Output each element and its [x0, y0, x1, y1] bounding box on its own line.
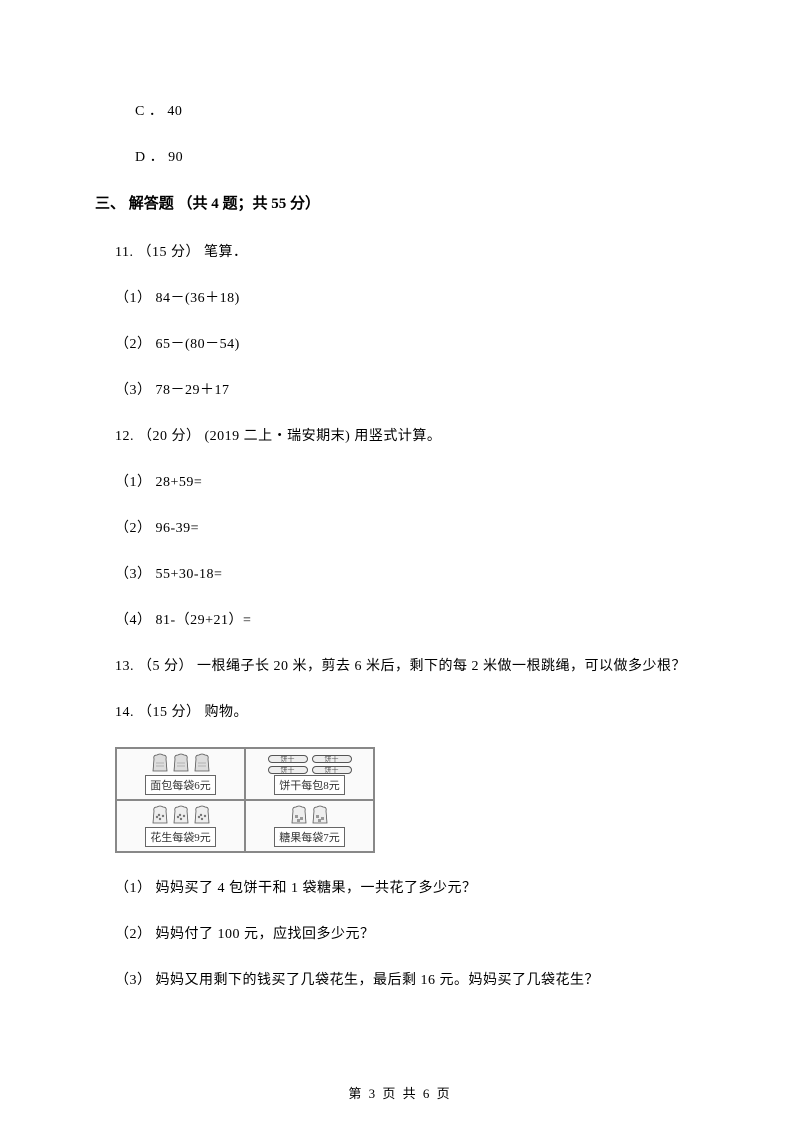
candy-price-label: 糖果每袋7元 [274, 827, 345, 847]
q12-part2: （2） 96-39= [115, 517, 705, 537]
peanut-bag-icon [172, 805, 190, 825]
option-c: C ． 40 [135, 100, 705, 120]
q13-stem: 13. （5 分） 一根绳子长 20 米，剪去 6 米后，剩下的每 2 米做一根… [115, 655, 705, 675]
q11-part2: （2） 65－(80－54) [115, 333, 705, 353]
bread-bag-icon [193, 753, 211, 773]
shop-candy-cell: 糖果每袋7元 [246, 801, 373, 851]
biscuit-icon: 饼干 [268, 766, 308, 774]
q12-part3: （3） 55+30-18= [115, 563, 705, 583]
biscuit-price-label: 饼干每包8元 [274, 775, 345, 795]
q11-part3: （3） 78－29＋17 [115, 379, 705, 399]
shop-biscuit-cell: 饼干 饼干 饼干 饼干 饼干每包8元 [246, 749, 373, 799]
peanut-bag-icon [193, 805, 211, 825]
shopping-image: 面包每袋6元 饼干 饼干 饼干 饼干 饼干每包8元 [115, 747, 375, 853]
peanut-bag-icon [151, 805, 169, 825]
bread-bag-icon [151, 753, 169, 773]
q14-part3: （3） 妈妈又用剩下的钱买了几袋花生，最后剩 16 元。妈妈买了几袋花生？ [115, 969, 705, 989]
q14-part2: （2） 妈妈付了 100 元，应找回多少元？ [115, 923, 705, 943]
bread-bag-icon [172, 753, 190, 773]
q12-part1: （1） 28+59= [115, 471, 705, 491]
bread-price-label: 面包每袋6元 [145, 775, 216, 795]
page-content: C ． 40 D ． 90 三、 解答题 （共 4 题；共 55 分） 11. … [0, 0, 800, 1055]
biscuit-icon: 饼干 [312, 755, 352, 763]
q11-stem: 11. （15 分） 笔算． [115, 241, 705, 261]
shop-peanut-cell: 花生每袋9元 [117, 801, 246, 851]
option-d: D ． 90 [135, 146, 705, 166]
shop-bread-cell: 面包每袋6元 [117, 749, 246, 799]
page-footer: 第 3 页 共 6 页 [0, 1083, 800, 1102]
q11-part1: （1） 84－(36＋18) [115, 287, 705, 307]
candy-bag-icon [290, 805, 308, 825]
biscuit-icon: 饼干 [312, 766, 352, 774]
biscuit-icon: 饼干 [268, 755, 308, 763]
peanut-price-label: 花生每袋9元 [145, 827, 216, 847]
candy-bag-icon [311, 805, 329, 825]
q12-part4: （4） 81-（29+21）= [115, 609, 705, 629]
q14-stem: 14. （15 分） 购物。 [115, 701, 705, 721]
section-3-title: 三、 解答题 （共 4 题；共 55 分） [95, 192, 705, 213]
q12-stem: 12. （20 分） (2019 二上・瑞安期末) 用竖式计算。 [115, 425, 705, 445]
q14-part1: （1） 妈妈买了 4 包饼干和 1 袋糖果，一共花了多少元？ [115, 877, 705, 897]
